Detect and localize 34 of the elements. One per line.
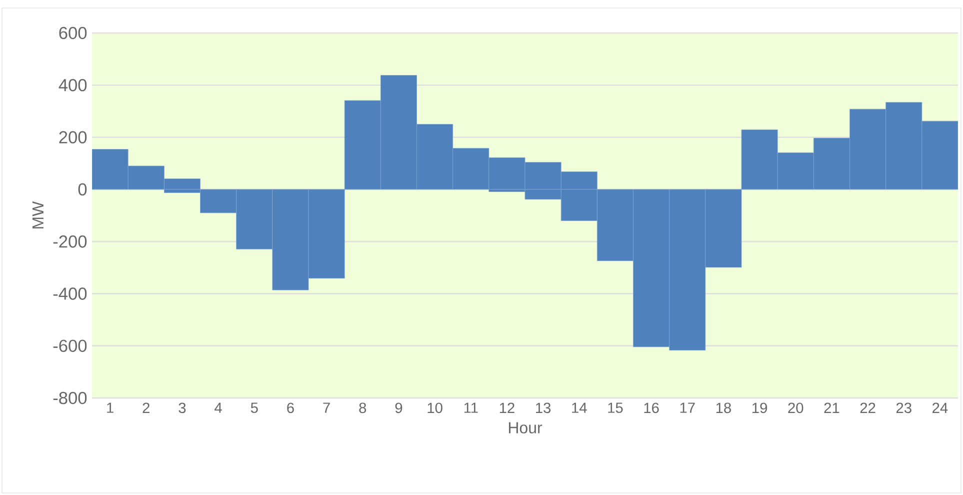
x-tick-label: 24 [932,402,948,413]
y-tick-label: -600 [53,340,87,352]
x-tick-label: 15 [608,402,623,413]
x-tick-label: 5 [250,402,258,413]
x-tick-label: 19 [752,402,768,414]
x-tick-label: 4 [214,402,222,413]
x-tick-label: 12 [500,402,514,413]
x-tick-label: 6 [287,402,294,414]
x-tick-label: 11 [464,402,478,413]
y-axis-title: MW [32,201,44,228]
y-tick-label: 400 [58,78,87,92]
x-tick-label: 9 [395,402,402,414]
x-tick-label: 14 [572,402,587,413]
y-tick-label: 200 [59,131,87,144]
x-tick-label: 1 [107,402,114,413]
x-tick-label: 8 [359,402,366,414]
x-tick-label: 17 [680,402,695,413]
y-tick-label: -200 [53,235,87,248]
y-tick-label: -400 [53,288,87,300]
y-tick-label: -800 [53,392,87,404]
x-tick-label: 13 [536,402,551,414]
x-tick-label: 7 [323,402,330,413]
x-tick-label: 2 [142,402,150,413]
x-tick-label: 23 [896,402,912,414]
x-tick-label: 22 [860,402,876,413]
x-tick-label: 21 [824,402,840,413]
y-tick-label: 0 [78,183,87,196]
x-axis-title: Hour [508,422,542,434]
y-tick-label: 600 [59,26,87,40]
x-tick-label: 16 [644,402,659,414]
x-tick-label: 3 [178,402,186,414]
x-tick-label: 18 [716,402,731,414]
x-tick-label: 10 [428,402,442,414]
x-tick-label: 20 [788,402,804,414]
